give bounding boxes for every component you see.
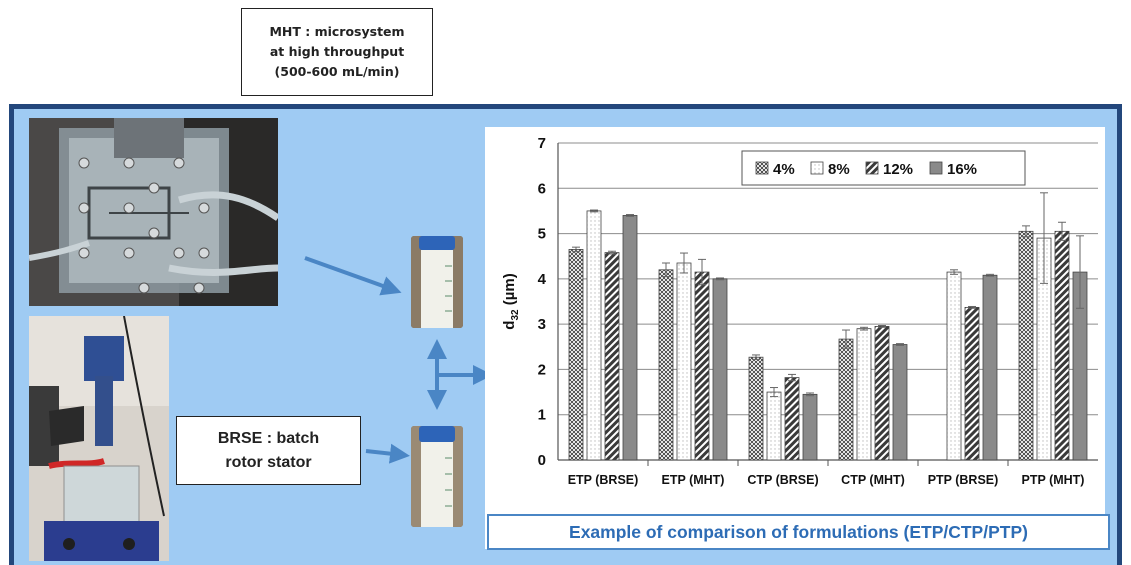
bar (676, 262, 692, 461)
bar (622, 215, 638, 461)
y-tick-label: 1 (538, 407, 546, 424)
bar (712, 278, 728, 461)
x-tick-label: CTP (MHT) (841, 473, 905, 487)
x-tick-label: PTP (MHT) (1022, 473, 1085, 487)
bar (694, 271, 710, 461)
brse-rotor-stator-photo (29, 316, 169, 561)
mht-label-line-3: (500-600 mL/min) (274, 64, 400, 79)
bar (784, 377, 800, 461)
arrow-brse-to-tube (365, 443, 410, 464)
y-tick-label: 3 (538, 316, 546, 333)
bar (802, 393, 818, 461)
brse-label-line-2: rotor stator (225, 453, 312, 471)
brse-label-line-1: BRSE : batch (217, 429, 320, 447)
legend-swatch (865, 161, 879, 175)
bar (604, 252, 620, 461)
sample-tube-photo-top (411, 236, 463, 328)
mht-label-box: MHT : microsystem at high throughput (50… (241, 8, 433, 96)
y-tick-label: 7 (538, 135, 546, 152)
bar (658, 269, 674, 461)
bar (838, 338, 854, 461)
mht-label-line-2: at high throughput (269, 44, 405, 59)
bar (766, 391, 782, 461)
legend-label: 12% (883, 161, 913, 178)
bar (586, 210, 602, 461)
bar (874, 326, 890, 461)
x-tick-label: CTP (BRSE) (747, 473, 818, 487)
legend-label: 4% (773, 161, 795, 178)
mht-microsystem-photo (29, 118, 278, 306)
brse-label-box: BRSE : batch rotor stator (176, 416, 361, 485)
bar (946, 271, 962, 461)
bar (964, 306, 980, 461)
legend-label: 8% (828, 161, 850, 178)
y-tick-label: 2 (538, 361, 546, 378)
y-axis-label: d32 (µm) (501, 273, 521, 329)
legend-box (741, 150, 1026, 186)
mht-label-line-1: MHT : microsystem (269, 24, 405, 39)
legend-swatch (929, 161, 943, 175)
y-tick-label: 0 (538, 452, 546, 469)
bar (748, 356, 764, 461)
bar-chart: 0 1 2 3 4 5 6 7 d32 (µm) ETP (BRSE) ETP (MHT) CTP (… (501, 135, 1098, 487)
legend-swatch (755, 161, 769, 175)
legend-label: 16% (947, 161, 977, 178)
sample-tube-photo-bottom (411, 426, 463, 527)
bar (982, 274, 998, 461)
chart-area: 0 1 2 3 4 5 6 7 d32 (µm) ETP (BRSE) ETP (MHT) CTP (… (485, 127, 1105, 549)
y-tick-label: 5 (538, 226, 546, 243)
bar (892, 344, 908, 461)
y-tick-label: 4 (538, 271, 547, 288)
chart-caption: Example of comparison of formulations (E… (487, 514, 1110, 550)
bar (568, 249, 584, 461)
bar (1018, 230, 1034, 461)
y-tick-label: 6 (538, 180, 546, 197)
x-tick-label: ETP (MHT) (662, 473, 725, 487)
x-tick-label: PTP (BRSE) (928, 473, 999, 487)
arrow-mht-to-tube (304, 256, 402, 296)
bar (856, 328, 872, 461)
x-tick-label: ETP (BRSE) (568, 473, 639, 487)
bar (1054, 230, 1070, 461)
legend-swatch (810, 161, 824, 175)
